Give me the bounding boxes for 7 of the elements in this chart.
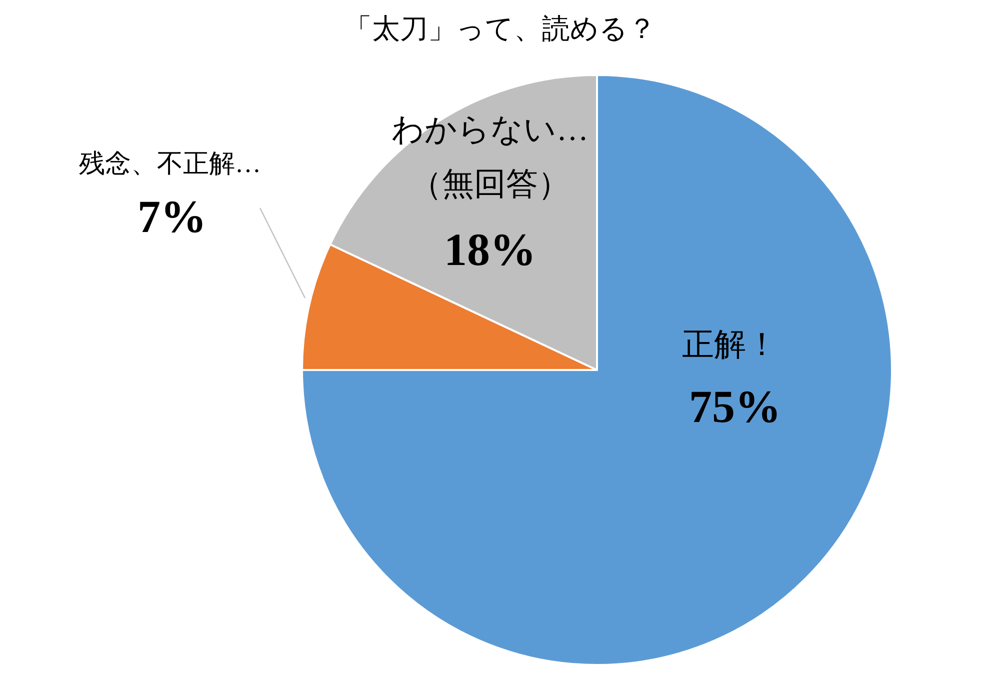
slice-label: 正解！ (682, 326, 778, 362)
slice-label: わからない… （無回答） (392, 111, 588, 202)
data-label: 7% (138, 191, 206, 242)
chart-title: 「太刀」って、読める？ (343, 13, 657, 47)
slice-label: 残念、不正解… (79, 149, 261, 178)
data-label: 75% (689, 381, 781, 432)
data-label: 18% (444, 224, 536, 275)
